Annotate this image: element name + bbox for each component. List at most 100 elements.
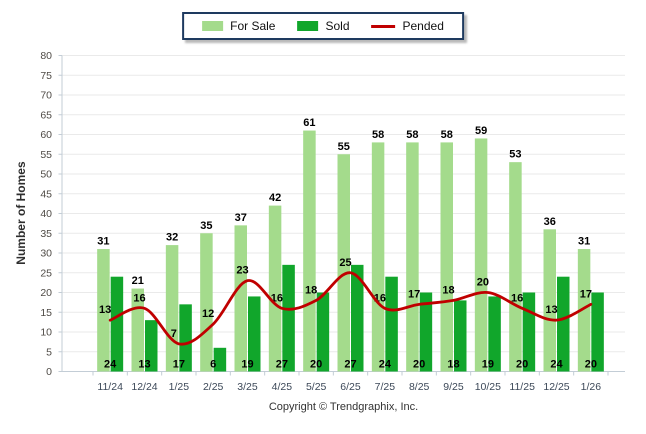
for-sale-value-label: 31	[578, 236, 590, 248]
bar-sold-5/25	[316, 292, 330, 372]
pended-line-swatch-icon	[371, 24, 396, 28]
sold-value-label: 24	[379, 359, 392, 371]
y-tick-label: 65	[40, 109, 52, 121]
x-tick-label: 6/25	[340, 381, 361, 393]
pended-value-label: 25	[339, 257, 351, 269]
sold-value-label: 20	[585, 359, 597, 371]
sold-swatch-icon	[297, 21, 319, 31]
x-tick-label: 1/26	[581, 381, 602, 393]
bar-for-sale-3/25	[234, 225, 247, 372]
pended-value-label: 17	[408, 288, 420, 300]
bar-sold-2/25	[213, 347, 227, 372]
sold-value-label: 18	[447, 359, 459, 371]
pended-value-label: 12	[202, 308, 214, 320]
sold-value-label: 27	[276, 359, 288, 371]
sold-value-label: 6	[210, 359, 216, 371]
y-tick-label: 40	[40, 208, 52, 220]
x-tick-label: 7/25	[375, 381, 396, 393]
bar-sold-1/25	[179, 304, 192, 372]
value-labels: 31 24 21 13 32 17 35 6 37 19 42 27 61 20 55 27 58 24 58 20 5…	[97, 117, 597, 370]
x-tick-label: 8/25	[409, 381, 430, 393]
sold-value-label: 24	[104, 359, 117, 371]
pended-line	[108, 271, 593, 346]
for-sale-swatch-icon	[202, 21, 224, 31]
pended-value-label: 18	[305, 284, 317, 296]
chart-legend: For Sale Sold Pended	[182, 12, 464, 40]
bar-for-sale-5/25	[303, 130, 316, 372]
bar-for-sale-10/25	[474, 138, 488, 372]
for-sale-value-label: 58	[406, 129, 418, 141]
sold-value-label: 13	[138, 359, 150, 371]
bar-sold-3/25	[248, 296, 261, 372]
y-tick-label: 10	[40, 327, 52, 339]
bar-for-sale-1/26	[577, 249, 591, 372]
for-sale-value-label: 58	[441, 129, 453, 141]
pended-value-label: 13	[99, 304, 111, 316]
bar-for-sale-2/25	[200, 233, 213, 372]
y-tick-label: 0	[46, 366, 52, 378]
sold-value-label: 20	[310, 359, 322, 371]
bar-for-sale-7/25	[371, 142, 385, 372]
axes: 0 5 10 15 20 25 30 35 40 45 50 55 60 65 70 75 80 11/24 12/…	[40, 50, 625, 393]
sold-value-label: 20	[516, 359, 528, 371]
for-sale-value-label: 32	[166, 232, 178, 244]
bar-sold-10/25	[488, 296, 501, 372]
sold-value-label: 19	[482, 359, 494, 371]
bar-sold-8/25	[419, 292, 433, 372]
x-tick-label: 5/25	[306, 381, 327, 393]
y-tick-label: 60	[40, 129, 52, 141]
bar-for-sale-1/25	[165, 245, 179, 372]
y-tick-label: 20	[40, 287, 52, 299]
bar-sold-11/24	[110, 276, 124, 372]
bar-sold-1/26	[591, 292, 604, 372]
y-tick-label: 70	[40, 90, 52, 102]
y-tick-label: 55	[40, 149, 52, 161]
x-tick-label: 2/25	[203, 381, 224, 393]
copyright-text: Copyright © Trendgraphix, Inc.	[268, 401, 419, 413]
for-sale-value-label: 42	[269, 192, 281, 204]
pended-value-label: 16	[133, 292, 145, 304]
y-tick-label: 5	[46, 346, 52, 358]
y-tick-label: 35	[40, 228, 52, 240]
for-sale-value-label: 55	[338, 141, 350, 153]
legend-item-pended: Pended	[371, 20, 444, 32]
bar-sold-9/25	[454, 300, 467, 372]
for-sale-value-label: 31	[97, 236, 109, 248]
y-tick-label: 45	[40, 188, 52, 200]
pended-value-label: 17	[580, 288, 592, 300]
y-tick-label: 25	[40, 267, 52, 279]
x-tick-label: 11/25	[509, 381, 535, 393]
bar-for-sale-9/25	[440, 142, 453, 372]
for-sale-value-label: 37	[235, 212, 247, 224]
sold-value-label: 17	[173, 359, 185, 371]
x-tick-label: 1/25	[169, 381, 190, 393]
x-tick-label: 9/25	[443, 381, 464, 393]
x-tick-label: 12/25	[543, 381, 569, 393]
bar-for-sale-12/25	[543, 229, 556, 372]
x-tick-label: 3/25	[237, 381, 258, 393]
legend-label-for-sale: For Sale	[230, 19, 276, 33]
for-sale-value-label: 53	[509, 149, 521, 161]
legend-item-sold: Sold	[297, 19, 350, 33]
bar-for-sale-6/25	[337, 154, 350, 372]
bar-sold-4/25	[282, 264, 295, 372]
legend-label-sold: Sold	[325, 19, 350, 33]
sold-value-label: 24	[550, 359, 563, 371]
pended-value-label: 23	[236, 265, 248, 277]
x-tick-label: 11/24	[97, 381, 123, 393]
y-tick-label: 15	[40, 307, 52, 319]
pended-value-label: 7	[171, 328, 177, 340]
x-tick-label: 10/25	[475, 381, 501, 393]
bar-sold-12/24	[145, 320, 158, 372]
y-axis-title: Number of Homes	[14, 161, 28, 265]
x-tick-label: 4/25	[272, 381, 293, 393]
pended-value-label: 20	[477, 277, 489, 289]
y-tick-label: 80	[40, 50, 52, 62]
pended-value-label: 18	[442, 284, 454, 296]
for-sale-value-label: 59	[475, 125, 487, 137]
bar-for-sale-8/25	[406, 142, 419, 372]
bar-for-sale-4/25	[268, 205, 282, 372]
sold-value-label: 20	[413, 359, 425, 371]
